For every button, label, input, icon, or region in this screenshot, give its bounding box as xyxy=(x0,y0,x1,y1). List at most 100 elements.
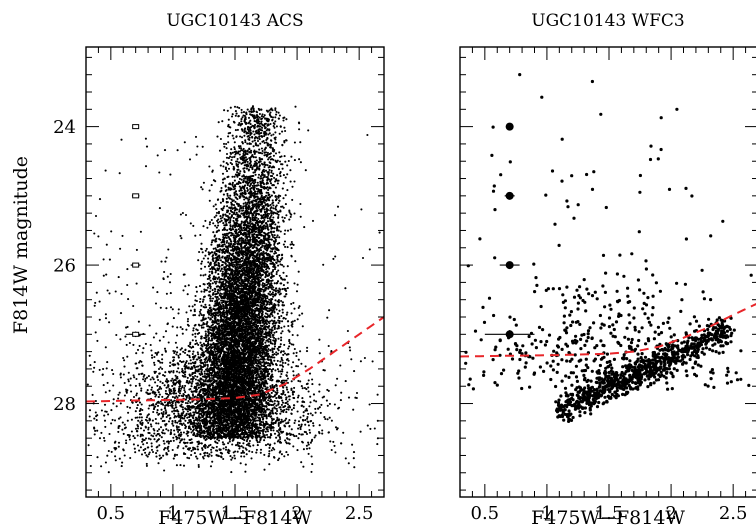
star-point xyxy=(281,163,284,166)
star-point xyxy=(271,322,274,325)
star-point xyxy=(213,234,216,237)
star-point xyxy=(211,299,214,303)
star-point xyxy=(199,308,202,311)
star-point xyxy=(272,339,275,342)
star-point xyxy=(265,433,269,436)
star-point xyxy=(261,282,264,285)
star-point xyxy=(286,246,289,249)
star-point xyxy=(286,265,289,268)
star-point xyxy=(256,321,259,325)
star-point xyxy=(194,339,198,342)
star-point xyxy=(208,274,211,277)
star-point xyxy=(261,265,264,268)
star-point xyxy=(267,348,270,351)
star-point xyxy=(252,145,255,148)
star-point xyxy=(233,175,236,178)
star-point xyxy=(229,209,232,212)
star-point xyxy=(278,160,282,163)
star-point xyxy=(222,142,226,145)
star-point xyxy=(269,356,273,359)
star-point xyxy=(207,257,210,260)
star-point xyxy=(272,125,275,128)
star-point xyxy=(173,412,176,415)
star-point xyxy=(241,116,244,119)
star-point xyxy=(212,205,215,208)
star-point xyxy=(289,228,292,231)
star-point xyxy=(273,356,276,359)
star-point xyxy=(260,120,263,123)
star-point xyxy=(170,399,173,402)
star-point xyxy=(289,180,292,183)
star-point xyxy=(277,349,280,352)
star-point xyxy=(223,109,226,112)
star-point xyxy=(226,201,229,204)
star-point xyxy=(270,273,273,276)
star-point xyxy=(211,268,214,271)
y-axis-title: F814W magnitude xyxy=(10,156,32,334)
star-point xyxy=(203,397,206,400)
star-point xyxy=(277,421,280,425)
star-point xyxy=(226,295,229,298)
star-point xyxy=(227,188,230,191)
star-point xyxy=(189,408,192,411)
star-point xyxy=(229,224,232,227)
star-point xyxy=(277,111,280,114)
star-point xyxy=(240,247,243,250)
star-point xyxy=(233,194,236,197)
star-point xyxy=(274,136,277,139)
star-point xyxy=(284,229,287,232)
star-point xyxy=(279,292,282,295)
star-point xyxy=(248,198,251,201)
star-point xyxy=(225,142,228,146)
star-point xyxy=(273,252,276,255)
star-point xyxy=(263,246,266,250)
star-point xyxy=(216,135,219,138)
star-point xyxy=(263,148,266,151)
star-point xyxy=(283,216,286,220)
star-point xyxy=(280,336,283,339)
star-point xyxy=(245,167,249,170)
star-point xyxy=(263,282,266,285)
star-point xyxy=(193,324,196,327)
star-point xyxy=(266,364,270,367)
star-point xyxy=(238,195,241,198)
star-point xyxy=(252,130,255,133)
star-point xyxy=(269,203,272,206)
star-point xyxy=(282,304,286,307)
star-point xyxy=(280,314,283,318)
star-point xyxy=(262,270,265,273)
star-point xyxy=(283,325,286,328)
star-point xyxy=(233,192,236,195)
star-point xyxy=(280,299,283,303)
star-point xyxy=(194,374,197,378)
star-point xyxy=(274,299,277,302)
star-point xyxy=(225,152,229,156)
star-point xyxy=(246,254,249,258)
star-point xyxy=(259,269,262,272)
star-point xyxy=(278,236,281,239)
star-point xyxy=(246,178,249,181)
star-point xyxy=(243,167,246,170)
star-point xyxy=(229,217,232,221)
star-point xyxy=(264,169,268,172)
star-point xyxy=(258,122,261,125)
star-point xyxy=(216,244,219,247)
star-point xyxy=(203,370,206,373)
star-point xyxy=(254,371,257,374)
star-point xyxy=(208,199,211,202)
star-point xyxy=(194,378,197,381)
star-point xyxy=(274,186,277,189)
star-point xyxy=(194,335,197,338)
star-point xyxy=(220,186,223,190)
star-point xyxy=(278,225,281,228)
star-point xyxy=(289,169,292,172)
star-point xyxy=(249,280,253,283)
star-point xyxy=(272,133,275,136)
star-point xyxy=(240,189,243,192)
star-point xyxy=(294,105,297,108)
panel-title: UGC10143 ACS xyxy=(166,11,303,31)
star-point xyxy=(200,326,203,329)
star-point xyxy=(204,254,207,257)
star-point xyxy=(186,293,189,296)
star-point xyxy=(243,128,246,131)
